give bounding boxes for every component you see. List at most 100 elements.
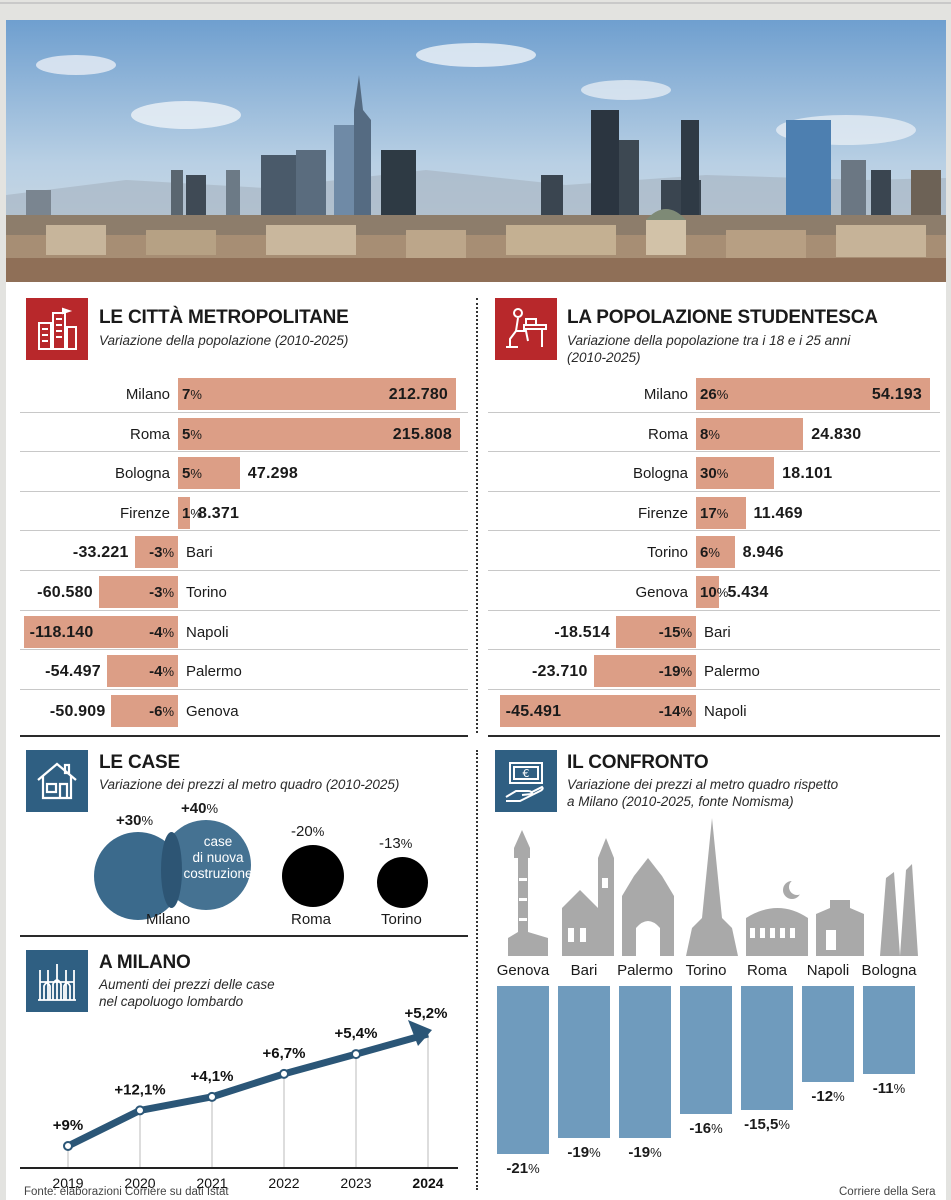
value-label: 5.434 (727, 584, 769, 601)
row-divider (20, 609, 468, 611)
data-bar (593, 655, 696, 688)
data-bar (178, 417, 460, 450)
point-value-label: +5,2% (405, 1005, 448, 1022)
pct-label: 1% (182, 504, 202, 522)
point-value-label: +9% (53, 1117, 83, 1134)
point-value-label: +4,1% (191, 1068, 234, 1085)
data-point (135, 1105, 145, 1116)
milano-subtitle-1: Aumenti dei prezzi delle case (99, 977, 275, 992)
pct-label: -12% (811, 1088, 845, 1105)
pct-label: 5% (182, 465, 202, 483)
year-tick-label: 2019 (52, 1175, 83, 1190)
students-subtitle-2: (2010-2025) (567, 350, 641, 365)
pct-label: -4% (149, 663, 174, 681)
pct-label: -19% (628, 1144, 662, 1161)
data-bar (98, 576, 178, 608)
city-monuments-illustration (508, 818, 918, 956)
pct-label: -16% (689, 1120, 723, 1137)
city-label: Bari (704, 623, 731, 641)
pct-label: -3% (149, 544, 174, 562)
pct-label: -14% (658, 702, 692, 720)
pct-label: -6% (149, 702, 174, 720)
data-bar (178, 496, 190, 529)
row-divider (20, 649, 468, 651)
data-point (207, 1091, 217, 1102)
torino-circle-label: Torino (381, 911, 422, 928)
row-divider (20, 411, 468, 413)
milano-subtitle-2: nel capoluogo lombardo (99, 994, 244, 1009)
roma-circle (282, 845, 344, 907)
data-bar (696, 576, 720, 608)
data-point (63, 1141, 73, 1151)
city-label: Napoli (704, 702, 747, 720)
confronto-subtitle-2: a Milano (2010-2025, fonte Nomisma) (567, 794, 794, 809)
city-label: Roma (647, 425, 688, 443)
row-divider (488, 490, 940, 492)
roma-pct: -20% (291, 823, 325, 840)
milan-skyline-photo (6, 20, 946, 282)
data-bar (23, 615, 178, 648)
city-label: Torino (647, 544, 688, 562)
source-note: Fonte: elaborazioni Corriere su dati Ist… (24, 1186, 229, 1198)
value-label: 212.780 (388, 386, 449, 403)
value-label: -23.710 (531, 663, 588, 681)
point-value-label: +5,4% (335, 1025, 378, 1042)
torino-circle (377, 857, 428, 908)
city-buildings-icon (26, 298, 88, 360)
metro-subtitle: Variazione della popolazione (2010-2025) (99, 333, 349, 348)
data-bar (106, 655, 178, 688)
data-bar (680, 986, 732, 1114)
value-label: 8.946 (742, 544, 784, 562)
city-label: Milano (125, 386, 170, 403)
circle-overlap (161, 832, 182, 908)
city-label: Palermo (186, 663, 242, 681)
row-divider (20, 570, 468, 571)
arrow-head (408, 1020, 432, 1046)
value-label: 18.101 (782, 465, 833, 483)
data-bar (178, 457, 240, 490)
pct-label: 7% (182, 386, 202, 403)
row-divider (20, 451, 468, 453)
city-label: Torino (186, 584, 227, 601)
column-divider-lower (476, 750, 478, 1190)
year-tick-label: 2023 (340, 1175, 371, 1190)
row-divider (20, 490, 468, 492)
torino-mole-icon (686, 818, 738, 956)
value-label: 47.298 (247, 465, 298, 483)
data-bar (497, 986, 549, 1154)
data-bar (802, 986, 854, 1082)
data-bar (558, 986, 610, 1138)
city-label: Bari (186, 544, 213, 562)
bari-basilica-icon (562, 838, 614, 956)
milan-cathedral-icon (26, 950, 88, 1012)
infographic-page: LE CITTÀ METROPOLITANE Variazione della … (6, 20, 946, 1200)
data-point (351, 1049, 361, 1060)
row-divider (488, 609, 940, 611)
confronto-subtitle-1: Variazione dei prezzi al metro quadro ri… (567, 777, 839, 792)
milano-circle-label: Milano (146, 911, 191, 928)
section-rule (20, 735, 468, 737)
city-label: Genova (186, 702, 239, 720)
pct-label: 5% (182, 425, 202, 443)
pct-label: -21% (506, 1160, 540, 1177)
city-label: Palermo (704, 663, 760, 681)
city-label: Firenze (637, 504, 688, 522)
value-label: -45.491 (505, 702, 562, 720)
city-label: Bologna (861, 962, 917, 979)
data-bar (741, 986, 793, 1110)
section-rule (20, 935, 468, 937)
city-label: Genova (635, 584, 688, 601)
row-divider (488, 649, 940, 651)
data-point (279, 1068, 289, 1079)
student-desk-icon (495, 298, 557, 360)
milano-line-chart: +9% 2019 +12,1% 2020 +4,1% 2021 +6,7% 2022 +5,4%… (20, 1005, 458, 1190)
palermo-cathedral-icon (622, 858, 674, 956)
pct-label: -19% (567, 1144, 601, 1161)
data-bar (696, 536, 735, 569)
point-value-label: +12,1% (114, 1081, 165, 1098)
row-divider (488, 570, 940, 571)
city-label: Palermo (617, 962, 673, 979)
pct-label: 26% (700, 386, 729, 403)
pct-label: -15,5% (744, 1116, 790, 1133)
city-label: Torino (685, 962, 727, 979)
